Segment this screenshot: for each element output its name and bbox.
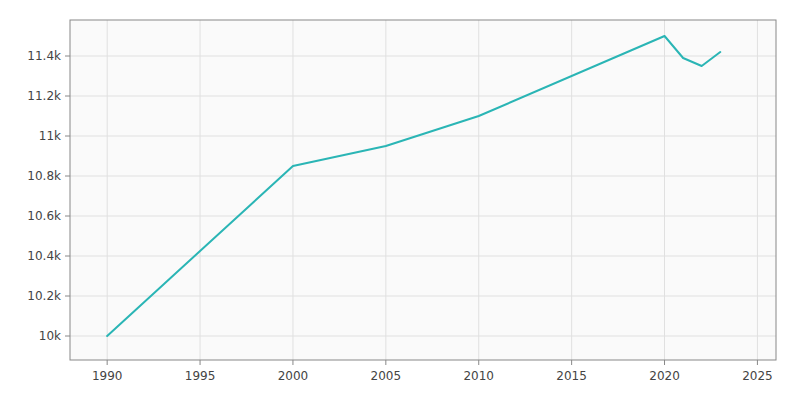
x-tick-label: 2000 bbox=[278, 369, 309, 383]
x-tick-label: 2005 bbox=[371, 369, 402, 383]
y-tick bbox=[65, 136, 70, 137]
y-grid-line bbox=[70, 256, 776, 257]
y-tick-label: 10.6k bbox=[27, 209, 61, 223]
y-tick-label: 10k bbox=[39, 329, 61, 343]
x-grid-line bbox=[385, 20, 386, 360]
y-grid-line bbox=[70, 336, 776, 337]
x-tick bbox=[385, 360, 386, 365]
x-tick bbox=[664, 360, 665, 365]
y-tick bbox=[65, 336, 70, 337]
x-grid-line bbox=[200, 20, 201, 360]
y-tick bbox=[65, 296, 70, 297]
x-grid-line bbox=[571, 20, 572, 360]
y-tick bbox=[65, 256, 70, 257]
y-grid-line bbox=[70, 136, 776, 137]
axes: 10k 10.2k 10.4k 10.6k 10.8k 11k 11.2k 11.4k 1990… bbox=[27, 49, 772, 384]
x-tick bbox=[571, 360, 572, 365]
line bbox=[107, 36, 720, 336]
plot-frame bbox=[70, 20, 776, 360]
x-tick-label: 2010 bbox=[463, 369, 494, 383]
plot-background bbox=[70, 20, 776, 360]
y-tick-label: 10.4k bbox=[27, 249, 61, 263]
x-tick bbox=[292, 360, 293, 365]
y-tick-label: 11.4k bbox=[27, 49, 61, 63]
x-tick bbox=[757, 360, 758, 365]
y-tick-label: 10.2k bbox=[27, 289, 61, 303]
y-grid-line bbox=[70, 96, 776, 97]
chart: 10k 10.2k 10.4k 10.6k 10.8k 11k 11.2k 11.4k 1990… bbox=[0, 0, 800, 400]
x-grid-line bbox=[757, 20, 758, 360]
x-tick-label: 2015 bbox=[556, 369, 587, 383]
x-tick-label: 1995 bbox=[185, 369, 216, 383]
series-group bbox=[107, 36, 720, 336]
y-grid-line bbox=[70, 216, 776, 217]
y-tick bbox=[65, 176, 70, 177]
x-tick bbox=[478, 360, 479, 365]
x-grid-line bbox=[478, 20, 479, 360]
y-grid-line bbox=[70, 296, 776, 297]
x-tick-label: 1990 bbox=[92, 369, 123, 383]
y-tick bbox=[65, 96, 70, 97]
x-grid-line bbox=[664, 20, 665, 360]
x-grid-line bbox=[292, 20, 293, 360]
y-grid-line bbox=[70, 176, 776, 177]
grid bbox=[70, 20, 776, 360]
y-tick-label: 11k bbox=[39, 129, 61, 143]
y-grid-line bbox=[70, 56, 776, 57]
y-tick-label: 10.8k bbox=[27, 169, 61, 183]
x-tick-label: 2020 bbox=[649, 369, 680, 383]
y-tick-label: 11.2k bbox=[27, 89, 61, 103]
y-tick bbox=[65, 216, 70, 217]
y-tick bbox=[65, 56, 70, 57]
x-tick bbox=[107, 360, 108, 365]
x-tick bbox=[200, 360, 201, 365]
x-grid-line bbox=[107, 20, 108, 360]
x-tick-label: 2025 bbox=[742, 369, 773, 383]
